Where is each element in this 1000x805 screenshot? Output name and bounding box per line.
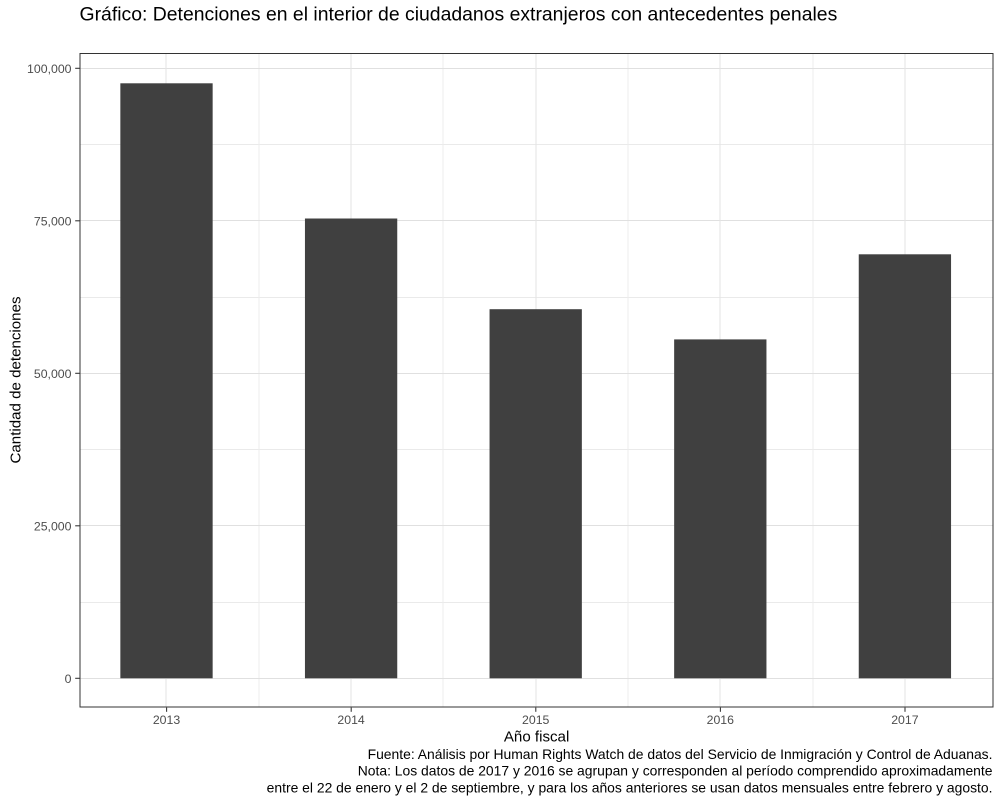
svg-text:25,000: 25,000 [34, 519, 72, 533]
svg-text:75,000: 75,000 [34, 214, 72, 228]
svg-text:entre el 22 de enero y el 2 de: entre el 22 de enero y el 2 de septiembr… [267, 779, 993, 795]
svg-text:2014: 2014 [337, 713, 365, 727]
svg-text:Fuente: Análisis por Human Rig: Fuente: Análisis por Human Rights Watch … [368, 746, 993, 762]
svg-text:50,000: 50,000 [34, 367, 72, 381]
svg-text:2015: 2015 [522, 713, 550, 727]
svg-text:Nota: Los datos de 2017 y 2016: Nota: Los datos de 2017 y 2016 se agrupa… [358, 763, 993, 779]
svg-text:Cantidad de detenciones: Cantidad de detenciones [7, 297, 24, 464]
svg-text:2017: 2017 [891, 713, 919, 727]
svg-text:Gráfico: Detenciones en el int: Gráfico: Detenciones en el interior de c… [80, 4, 838, 26]
svg-text:2013: 2013 [153, 713, 181, 727]
svg-text:Año fiscal: Año fiscal [504, 729, 569, 746]
svg-text:0: 0 [65, 672, 72, 686]
svg-text:2016: 2016 [707, 713, 735, 727]
svg-text:100,000: 100,000 [27, 62, 72, 76]
